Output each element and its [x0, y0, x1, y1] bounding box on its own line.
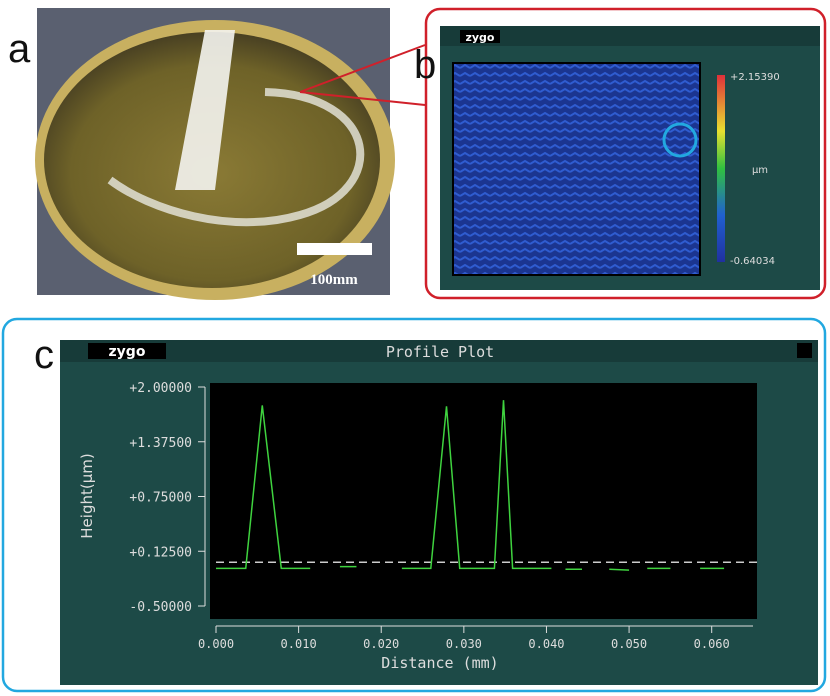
x-tick-label: 0.040	[528, 637, 564, 651]
colorbar-max: +2.15390	[730, 72, 780, 83]
scale-label: 100mm	[310, 272, 358, 288]
panel-c: zygo Profile Plot c Height(µm) Distance …	[3, 319, 825, 691]
panel-b: zygo +2.15390 µm -0.64034 b	[414, 9, 825, 298]
y-tick-label: +0.12500	[129, 545, 192, 560]
panel-label: c	[34, 333, 54, 377]
panel-label: a	[8, 27, 31, 71]
y-tick-label: +1.37500	[129, 436, 192, 451]
scale-bar	[297, 243, 372, 255]
x-tick-label: 0.000	[198, 637, 234, 651]
chart-title: Profile Plot	[386, 343, 494, 361]
x-tick-label: 0.060	[694, 637, 730, 651]
y-tick-label: +2.00000	[129, 381, 192, 396]
x-tick-label: 0.030	[446, 637, 482, 651]
app-name: zygo	[465, 31, 494, 44]
plot-area	[210, 383, 757, 619]
figure: 100mm a zygo +2.15390 µm -0.64034 b zygo…	[0, 0, 830, 696]
x-tick-label: 0.020	[363, 637, 399, 651]
y-axis-label: Height(µm)	[78, 453, 96, 538]
window-icon	[797, 343, 812, 358]
colorbar-min: -0.64034	[730, 256, 775, 267]
x-tick-label: 0.050	[611, 637, 647, 651]
panel-label: b	[414, 43, 436, 87]
colorbar	[717, 75, 725, 262]
x-tick-label: 0.010	[281, 637, 317, 651]
panel-a: 100mm a	[8, 8, 425, 300]
surface-map	[453, 63, 700, 275]
colorbar-unit: µm	[752, 165, 768, 176]
y-tick-label: -0.50000	[129, 600, 192, 615]
y-tick-label: +0.75000	[129, 491, 192, 506]
app-name: zygo	[109, 344, 146, 360]
x-axis-label: Distance (mm)	[381, 654, 498, 672]
